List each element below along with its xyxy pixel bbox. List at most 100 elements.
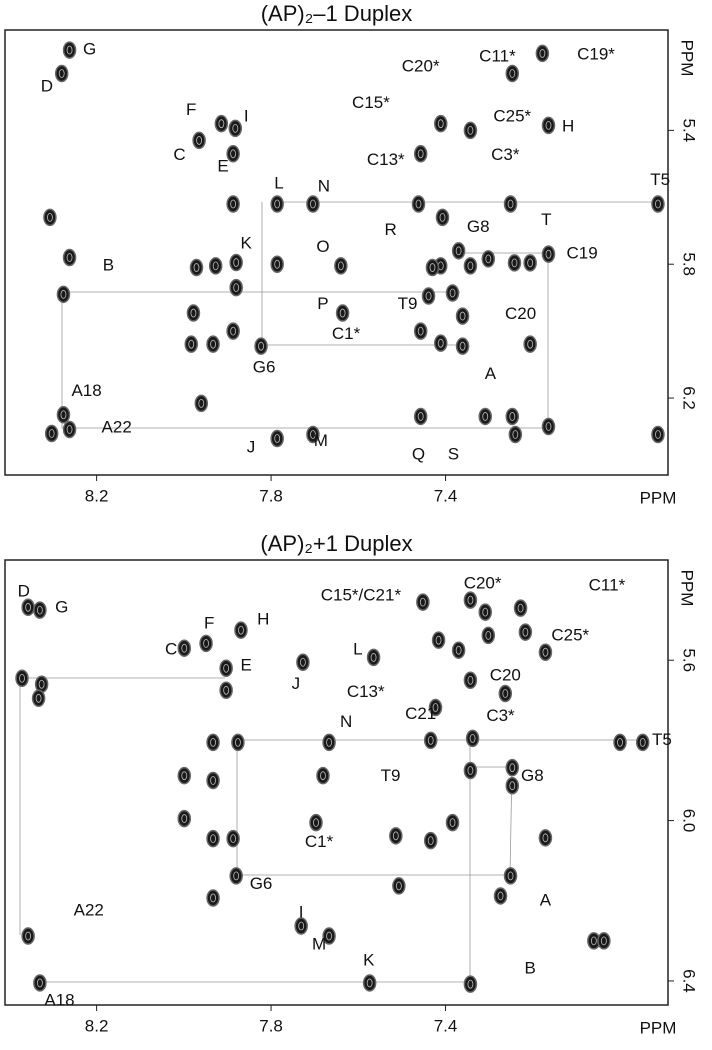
peak-contour <box>518 623 533 641</box>
peak-label: L <box>353 640 362 659</box>
peak <box>184 335 199 353</box>
peak-contour <box>542 833 549 843</box>
peak-contour <box>451 641 466 659</box>
peak-label: C19 <box>566 244 597 263</box>
peak-contour <box>19 673 25 683</box>
peak-contour <box>223 685 230 695</box>
peak <box>56 285 71 304</box>
walk-line <box>61 252 549 429</box>
peak-contour <box>513 599 528 617</box>
peak-contour <box>212 261 219 271</box>
peak-contour <box>56 285 71 304</box>
peak-contour <box>230 149 237 159</box>
peak-contour <box>463 591 478 609</box>
peak <box>189 258 204 277</box>
peak <box>214 114 229 133</box>
peak-contour <box>186 304 201 322</box>
peak-contour <box>517 603 524 613</box>
peak <box>234 621 248 639</box>
peak <box>498 684 513 703</box>
peak-contour <box>274 259 281 269</box>
peak-contour <box>198 398 205 408</box>
peak-contour <box>210 738 216 747</box>
peak-label: C3* <box>486 706 515 725</box>
peak <box>613 733 627 752</box>
peak-contour <box>451 242 466 260</box>
peak <box>270 429 284 448</box>
peak-contour <box>309 813 323 832</box>
peak-contour <box>184 335 199 353</box>
peak <box>177 809 192 828</box>
peak <box>62 248 77 267</box>
peak <box>481 250 496 268</box>
peak <box>463 671 478 690</box>
peak-contour <box>38 679 45 689</box>
peak-contour <box>270 255 284 273</box>
peak <box>463 257 478 275</box>
peak-contour <box>219 681 233 700</box>
peak-label: Q <box>412 444 425 463</box>
peak-contour <box>541 116 556 135</box>
peak-contour <box>507 254 522 272</box>
peak-contour <box>455 645 462 655</box>
peak <box>62 41 77 59</box>
peak <box>451 641 466 659</box>
peak-contour <box>538 643 553 661</box>
peak-contour <box>415 199 422 209</box>
peak-label: E <box>241 656 252 675</box>
peak-contour <box>538 829 553 847</box>
peak-contour <box>463 975 478 993</box>
peak-contour <box>322 927 336 945</box>
peak-contour <box>527 339 534 349</box>
peak-contour <box>335 304 350 322</box>
peak-contour <box>320 771 326 781</box>
peak-contour <box>229 278 243 297</box>
peak <box>177 766 192 785</box>
peak-contour <box>503 867 518 885</box>
peak-label: C <box>173 145 185 164</box>
peak-label: C1* <box>332 324 361 343</box>
peak-label: J <box>247 438 256 457</box>
peak <box>416 593 430 611</box>
peak-contour <box>36 978 43 988</box>
y-tick-label: 6.0 <box>680 809 699 833</box>
peak-label: C20 <box>505 304 536 323</box>
peak-contour <box>545 422 552 431</box>
peak-label: H <box>257 610 269 629</box>
peak <box>455 337 470 355</box>
peak-label: T <box>541 210 551 229</box>
peak-contour <box>226 145 240 163</box>
peak-contour <box>48 429 55 438</box>
peak-contour <box>651 195 665 213</box>
peak-contour <box>206 829 220 848</box>
peak-label: C11* <box>479 46 516 65</box>
peak-contour <box>449 818 456 827</box>
peak-contour <box>503 195 518 213</box>
peak <box>431 631 446 649</box>
peak-contour <box>639 738 646 747</box>
peak-label: S <box>448 444 459 463</box>
peak <box>651 195 665 213</box>
peak-contour <box>62 248 77 267</box>
peak-contour <box>62 420 77 439</box>
peak-contour <box>54 64 69 83</box>
chart-title: (AP)₂+1 Duplex <box>260 531 412 556</box>
peak <box>199 634 213 653</box>
peak <box>392 877 406 895</box>
peak <box>463 975 478 993</box>
peak-contour <box>463 121 478 140</box>
peak-contour <box>427 836 434 846</box>
peak-contour <box>600 936 607 946</box>
peak-contour <box>417 326 424 336</box>
peak <box>389 827 403 845</box>
peak-contour <box>509 763 516 773</box>
peak-contour <box>296 653 310 671</box>
x-tick-label: 7.8 <box>259 486 283 505</box>
peak-contour <box>413 407 428 426</box>
peak-contour <box>512 430 519 439</box>
peak-contour <box>419 597 426 607</box>
peak <box>316 766 330 785</box>
peak-contour <box>206 733 220 752</box>
peak-contour <box>428 698 443 717</box>
peak-label: T9 <box>381 766 401 785</box>
